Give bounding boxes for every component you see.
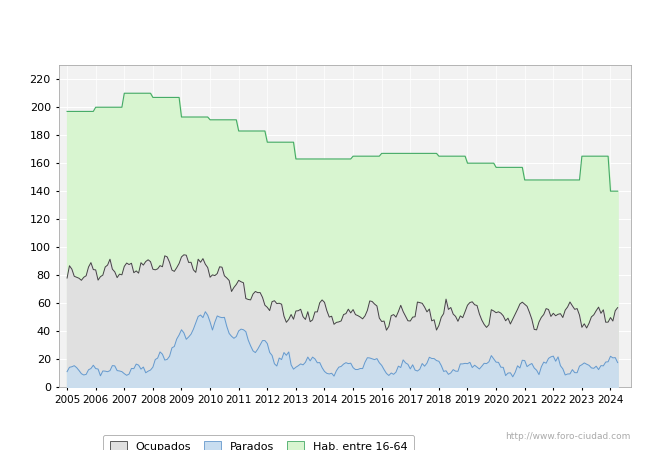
Text: Navalosa - Evolucion de la poblacion en edad de Trabajar Abril de 2024: Navalosa - Evolucion de la poblacion en … <box>58 22 592 35</box>
Legend: Ocupados, Parados, Hab. entre 16-64: Ocupados, Parados, Hab. entre 16-64 <box>103 435 414 450</box>
Text: http://www.foro-ciudad.com: http://www.foro-ciudad.com <box>505 432 630 441</box>
